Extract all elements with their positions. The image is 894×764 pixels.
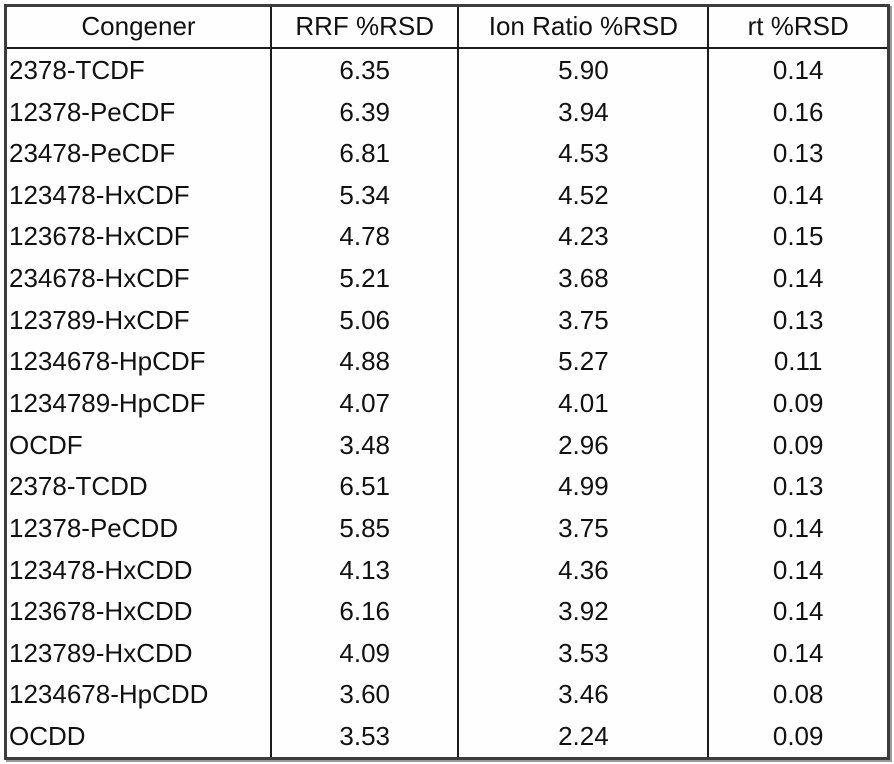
ion-ratio-rsd-cell: 3.94 (457, 90, 709, 133)
rrf-rsd-cell: 3.48 (269, 423, 459, 466)
rrf-rsd-cell: 5.85 (269, 507, 459, 549)
rrf-rsd-cell: 4.07 (269, 382, 459, 424)
rt-rsd-cell: 0.13 (707, 465, 887, 508)
ion-ratio-rsd-cell: 3.75 (457, 298, 709, 341)
ion-ratio-rsd-cell: 5.27 (457, 340, 709, 383)
rrf-rsd-cell: 6.39 (269, 90, 459, 133)
congener-cell: 12378-PeCDF (9, 96, 176, 127)
rrf-rsd-cell: 6.81 (269, 132, 459, 174)
congener-cell: 12378-PeCDD (9, 512, 179, 543)
table-row: 123478-HxCDD 4.13 4.36 0.14 (7, 548, 887, 591)
ion-ratio-rsd-cell: 2.96 (457, 423, 709, 466)
ion-ratio-rsd-cell: 3.46 (457, 673, 709, 716)
congener-cell: 234678-HxCDF (9, 263, 190, 294)
congener-rsd-table-frame: Congener RRF %RSD Ion Ratio %RSD rt %RSD… (4, 4, 890, 760)
ion-ratio-rsd-cell: 4.23 (457, 215, 709, 258)
rrf-rsd-cell: 6.51 (269, 465, 459, 508)
rrf-rsd-cell: 4.13 (269, 548, 459, 591)
ion-ratio-rsd-cell: 4.53 (457, 132, 709, 174)
congener-cell: 1234789-HpCDF (9, 388, 206, 418)
rrf-rsd-cell: 6.35 (269, 48, 459, 91)
congener-cell: 2378-TCDD (9, 471, 148, 502)
ion-ratio-rsd-cell: 2.24 (457, 715, 709, 757)
rrf-rsd-cell: 6.16 (269, 590, 459, 633)
table-header-row: Congener RRF %RSD Ion Ratio %RSD rt %RSD (7, 7, 887, 49)
ion-ratio-rsd-cell: 4.99 (457, 465, 709, 508)
table-row: 234678-HxCDF 5.21 3.68 0.14 (7, 257, 887, 299)
table-row: 123678-HxCDF 4.78 4.23 0.15 (7, 215, 887, 258)
congener-cell: 123678-HxCDD (9, 596, 193, 627)
congener-cell: 123478-HxCDD (9, 554, 193, 585)
table-row: 12378-PeCDF 6.39 3.94 0.16 (7, 90, 887, 133)
rt-rsd-cell: 0.09 (707, 382, 887, 424)
header-rt-rsd: rt %RSD (707, 7, 887, 49)
table-row: 23478-PeCDF 6.81 4.53 0.13 (7, 132, 887, 174)
rrf-rsd-cell: 5.21 (269, 257, 459, 299)
rt-rsd-cell: 0.14 (707, 590, 887, 633)
rt-rsd-cell: 0.14 (707, 507, 887, 549)
rt-rsd-cell: 0.09 (707, 715, 887, 757)
rrf-rsd-cell: 5.34 (269, 173, 459, 216)
rt-rsd-cell: 0.16 (707, 90, 887, 133)
congener-cell: OCDF (9, 429, 83, 460)
rrf-rsd-cell: 3.53 (269, 715, 459, 757)
rt-rsd-cell: 0.14 (707, 632, 887, 674)
rt-rsd-cell: 0.13 (707, 298, 887, 341)
ion-ratio-rsd-cell: 3.53 (457, 632, 709, 674)
congener-cell: 123478-HxCDF (9, 179, 190, 210)
rrf-rsd-cell: 5.06 (269, 298, 459, 341)
ion-ratio-rsd-cell: 3.92 (457, 590, 709, 633)
congener-cell: OCDD (9, 721, 86, 752)
congener-cell: 123789-HxCDD (9, 637, 193, 668)
ion-ratio-rsd-cell: 3.68 (457, 257, 709, 299)
congener-cell: 123678-HxCDF (9, 221, 190, 252)
table-row: 1234789-HpCDF 4.07 4.01 0.09 (7, 382, 887, 424)
congener-rsd-table: Congener RRF %RSD Ion Ratio %RSD rt %RSD… (7, 7, 887, 757)
table-row: 2378-TCDF 6.35 5.90 0.14 (7, 48, 887, 91)
rt-rsd-cell: 0.15 (707, 215, 887, 258)
header-ion-ratio-rsd: Ion Ratio %RSD (457, 7, 709, 49)
rrf-rsd-cell: 4.09 (269, 632, 459, 674)
table-row: 123678-HxCDD 6.16 3.92 0.14 (7, 590, 887, 633)
congener-cell: 23478-PeCDF (9, 138, 176, 169)
table-row: 123789-HxCDF 5.06 3.75 0.13 (7, 298, 887, 341)
rrf-rsd-cell: 4.88 (269, 340, 459, 383)
ion-ratio-rsd-cell: 4.36 (457, 548, 709, 591)
table-row: 2378-TCDD 6.51 4.99 0.13 (7, 465, 887, 508)
congener-cell: 123789-HxCDF (9, 304, 190, 335)
header-congener: Congener (7, 7, 271, 49)
ion-ratio-rsd-cell: 5.90 (457, 48, 709, 91)
congener-cell: 1234678-HpCDD (9, 679, 209, 710)
table-row: OCDD 3.53 2.24 0.09 (7, 715, 887, 757)
ion-ratio-rsd-cell: 4.52 (457, 173, 709, 216)
table-row: 1234678-HpCDD 3.60 3.46 0.08 (7, 673, 887, 716)
rt-rsd-cell: 0.09 (707, 423, 887, 466)
header-rrf-rsd: RRF %RSD (269, 7, 459, 49)
rt-rsd-cell: 0.14 (707, 257, 887, 299)
ion-ratio-rsd-cell: 4.01 (457, 382, 709, 424)
rrf-rsd-cell: 4.78 (269, 215, 459, 258)
rt-rsd-cell: 0.14 (707, 173, 887, 216)
table-row: 1234678-HpCDF 4.88 5.27 0.11 (7, 340, 887, 383)
table-row: 12378-PeCDD 5.85 3.75 0.14 (7, 507, 887, 549)
table-body: 2378-TCDF 6.35 5.90 0.14 12378-PeCDF 6.3… (7, 48, 887, 757)
table-row: OCDF 3.48 2.96 0.09 (7, 423, 887, 466)
rt-rsd-cell: 0.14 (707, 548, 887, 591)
congener-cell: 2378-TCDF (9, 54, 145, 85)
rt-rsd-cell: 0.11 (707, 340, 887, 383)
rt-rsd-cell: 0.14 (707, 48, 887, 91)
table-row: 123789-HxCDD 4.09 3.53 0.14 (7, 632, 887, 674)
table-row: 123478-HxCDF 5.34 4.52 0.14 (7, 173, 887, 216)
rt-rsd-cell: 0.13 (707, 132, 887, 174)
ion-ratio-rsd-cell: 3.75 (457, 507, 709, 549)
congener-cell: 1234678-HpCDF (9, 346, 206, 377)
rt-rsd-cell: 0.08 (707, 673, 887, 716)
rrf-rsd-cell: 3.60 (269, 673, 459, 716)
